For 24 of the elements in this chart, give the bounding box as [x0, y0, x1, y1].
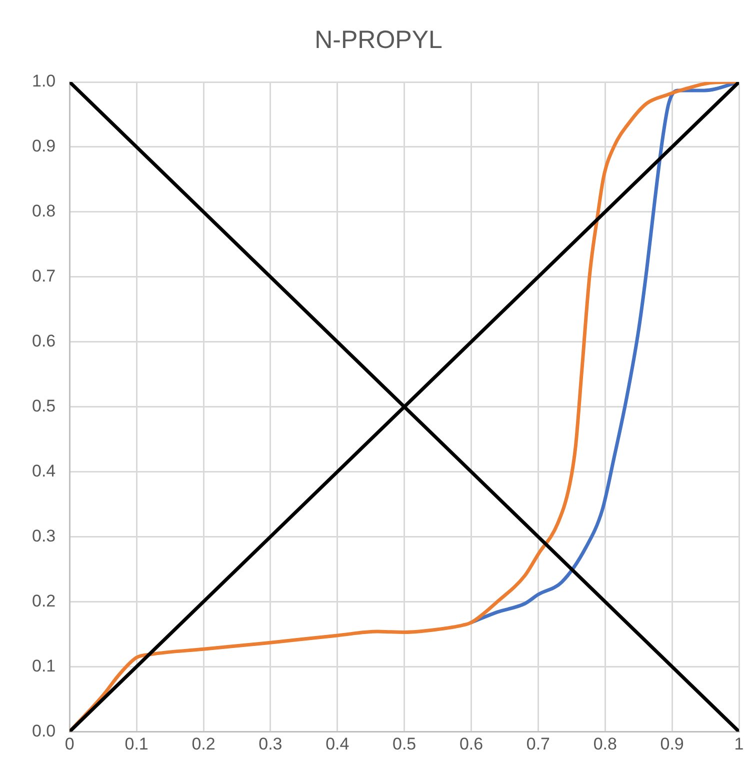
y-tick-label: 0.0: [32, 721, 56, 740]
x-tick-label: 1: [734, 734, 744, 754]
x-tick-label: 0.5: [392, 734, 416, 754]
y-tick-label: 0.4: [32, 461, 56, 480]
x-tick-label: 0.6: [459, 734, 484, 754]
y-tick-label: 0.3: [32, 526, 56, 546]
x-tick-label: 0.3: [258, 734, 282, 754]
x-tick-label: 0.4: [326, 734, 350, 754]
y-tick-label: 0.8: [32, 202, 56, 221]
line-series: [70, 82, 739, 732]
x-tick-label: 0.8: [593, 734, 617, 754]
y-tick-label: 0.9: [32, 136, 56, 156]
chart-title: N-PROPYL: [314, 26, 442, 54]
x-tick-label: 0.1: [124, 734, 148, 754]
y-tick-label: 0.2: [32, 591, 56, 610]
y-tick-label: 0.1: [32, 656, 56, 676]
y-tick-label: 0.5: [32, 396, 56, 416]
x-tick-label: 0.7: [526, 734, 550, 754]
x-tick-label: 0: [64, 734, 74, 754]
y-tick-label: 1.0: [32, 72, 56, 91]
y-tick-label: 0.7: [32, 266, 56, 286]
x-tick-label: 0.2: [192, 734, 216, 754]
x-tick-label: 0.9: [660, 734, 684, 754]
y-tick-label: 0.6: [32, 332, 56, 351]
